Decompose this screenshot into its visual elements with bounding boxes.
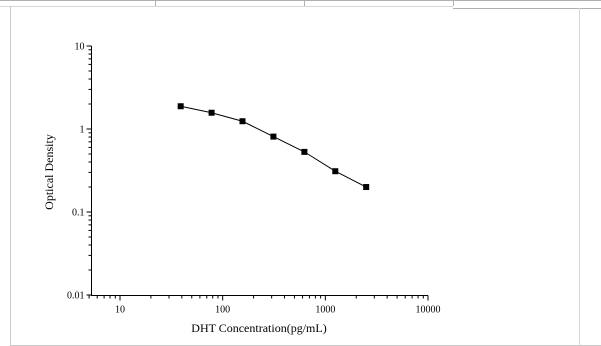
data-point-marker <box>363 184 370 191</box>
y-tick-label: 1 <box>80 125 85 136</box>
x-axis-label: DHT Concentration(pg/mL) <box>191 321 326 335</box>
y-tick-label: 10 <box>75 42 85 53</box>
axes <box>91 46 428 296</box>
series-line <box>180 105 367 188</box>
x-tick-label: 1000 <box>315 305 335 316</box>
y-axis-label: Optical Density <box>42 134 56 210</box>
data-point-marker <box>332 168 339 175</box>
data-point-marker <box>301 148 308 155</box>
x-tick-label: 10000 <box>416 305 441 316</box>
data-point-marker <box>239 118 246 125</box>
axis-ticks <box>86 45 429 301</box>
x-tick-label: 100 <box>215 305 230 316</box>
y-tick-label: 0.1 <box>72 208 85 219</box>
data-point-marker <box>208 109 215 116</box>
axis-tick-labels: 10 100 1000 10000 0.01 0.1 1 10 <box>67 42 441 316</box>
data-point-marker <box>177 103 184 110</box>
y-tick-label: 0.01 <box>67 291 85 302</box>
x-tick-label: 10 <box>115 305 125 316</box>
plot-area <box>177 103 370 191</box>
data-point-marker <box>270 133 277 140</box>
